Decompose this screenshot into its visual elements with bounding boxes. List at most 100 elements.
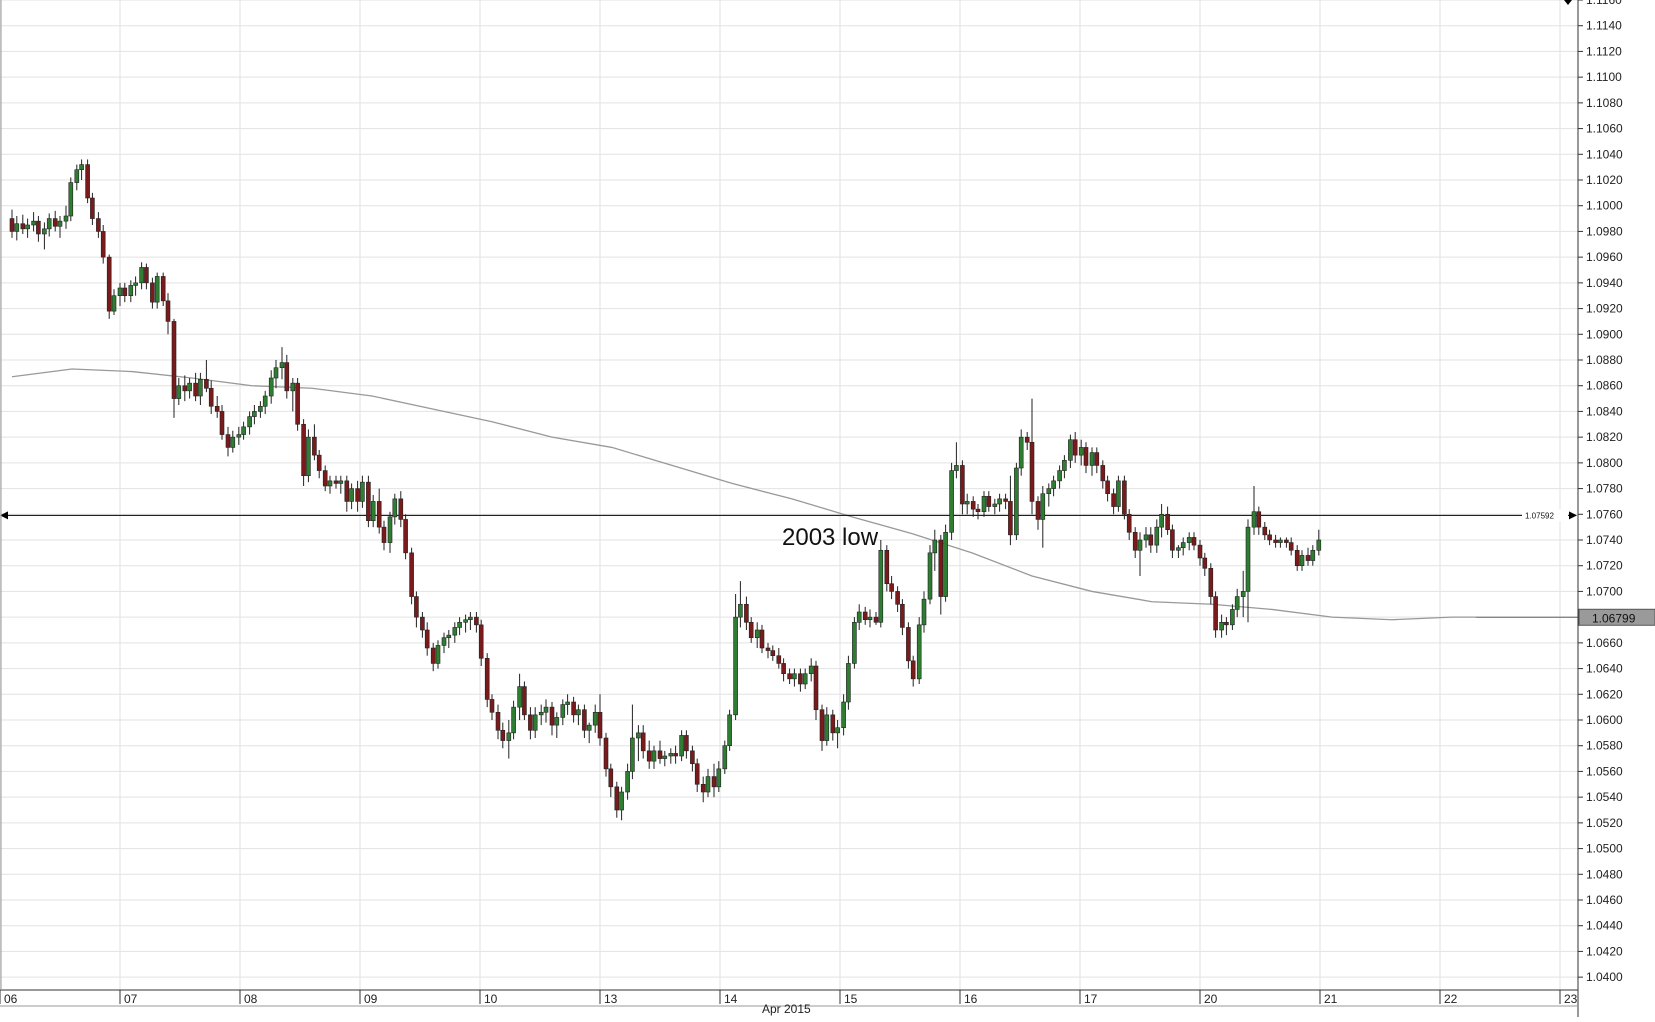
candle-down xyxy=(1267,534,1272,541)
candle-down xyxy=(813,665,819,711)
candle-up xyxy=(262,395,268,407)
candle-down xyxy=(1029,441,1035,502)
candle-up xyxy=(79,164,84,171)
current-price-tag xyxy=(1578,608,1655,626)
candle-up xyxy=(560,704,566,718)
candle-down xyxy=(603,737,609,770)
candle-up xyxy=(1234,596,1240,610)
candle-up xyxy=(705,776,711,793)
candle-down xyxy=(165,300,171,322)
candle-up xyxy=(733,616,738,716)
candle-down xyxy=(182,385,188,392)
candle-up xyxy=(1219,621,1224,631)
y-tick-label: 1.0780 xyxy=(1586,482,1623,496)
candle-up xyxy=(808,665,814,675)
candle-down xyxy=(759,629,765,649)
candle-up xyxy=(111,295,117,312)
candle-up xyxy=(517,686,522,708)
candle-down xyxy=(106,256,112,312)
candle-down xyxy=(1148,534,1154,546)
y-tick-label: 1.0520 xyxy=(1586,816,1623,830)
candle-down xyxy=(1262,526,1268,536)
candle-up xyxy=(543,706,549,713)
candle-up xyxy=(128,285,134,297)
level-line-group: 1.07592 xyxy=(0,509,1577,522)
candle-up xyxy=(42,228,47,235)
candle-up xyxy=(1245,526,1251,592)
candle-down xyxy=(1035,501,1041,520)
candle-down xyxy=(36,220,41,235)
candle-down xyxy=(1191,537,1197,546)
candle-up xyxy=(878,549,884,623)
candle-up xyxy=(1299,555,1305,567)
candle-up xyxy=(511,706,516,734)
candle-up xyxy=(154,276,160,303)
y-tick-label: 1.0840 xyxy=(1586,404,1623,418)
y-tick-label: 1.0820 xyxy=(1586,430,1623,444)
candle-up xyxy=(1316,539,1322,551)
candle-up xyxy=(852,621,857,664)
candle-up xyxy=(722,745,728,770)
x-tick-label: 09 xyxy=(364,992,378,1006)
x-tick-label: 20 xyxy=(1204,992,1218,1006)
candle-up xyxy=(1040,493,1046,520)
candle-down xyxy=(1003,498,1008,502)
candle-up xyxy=(31,220,36,226)
x-tick-label: 10 xyxy=(484,992,498,1006)
candle-up xyxy=(981,495,987,513)
candle-down xyxy=(1122,480,1127,515)
candle-down xyxy=(295,382,300,425)
candle-up xyxy=(992,503,998,507)
candle-up xyxy=(198,378,203,397)
candle-down xyxy=(884,549,890,585)
candle-down xyxy=(1256,511,1262,528)
candle-down xyxy=(684,735,689,752)
candle-down xyxy=(1165,513,1170,531)
candle-up xyxy=(1014,467,1019,536)
x-tick-label: 07 xyxy=(124,992,138,1006)
candle-down xyxy=(214,405,220,412)
candle-down xyxy=(895,591,900,605)
candle-down xyxy=(549,706,555,726)
candle-down xyxy=(150,282,155,303)
candle-down xyxy=(748,621,754,639)
candle-down xyxy=(96,218,101,232)
candle-up xyxy=(241,426,246,435)
candle-down xyxy=(414,596,419,618)
candle-up xyxy=(565,701,570,705)
candle-down xyxy=(1083,447,1089,466)
x-tick-label: 13 xyxy=(604,992,618,1006)
candle-up xyxy=(14,223,20,232)
candle-down xyxy=(333,480,339,484)
candle-up xyxy=(846,663,851,703)
y-tick-label: 1.0540 xyxy=(1586,790,1623,804)
candle-down xyxy=(970,501,976,510)
candle-down xyxy=(85,164,90,199)
candle-down xyxy=(910,660,916,680)
candle-up xyxy=(964,501,970,505)
candle-up xyxy=(592,711,598,726)
candle-down xyxy=(204,378,209,389)
candle-up xyxy=(370,501,376,522)
y-tick-label: 1.1080 xyxy=(1586,96,1623,110)
candle-up xyxy=(290,382,296,392)
candle-up xyxy=(349,488,354,502)
candle-up xyxy=(954,465,959,471)
candle-up xyxy=(1310,549,1316,561)
candle-down xyxy=(1224,621,1229,626)
candle-up xyxy=(252,411,257,417)
y-tick-label: 1.0800 xyxy=(1586,456,1623,470)
candle-up xyxy=(1051,480,1056,489)
candle-up xyxy=(1240,591,1246,597)
candle-up xyxy=(446,634,452,639)
candle-up xyxy=(625,771,630,793)
candle-down xyxy=(608,768,614,788)
y-tick-label: 1.0440 xyxy=(1586,919,1623,933)
candle-up xyxy=(1143,534,1149,541)
candle-up xyxy=(1089,452,1095,466)
candle-up xyxy=(176,385,182,399)
y-tick-label: 1.0480 xyxy=(1586,867,1623,881)
candle-up xyxy=(1046,488,1052,495)
candle-down xyxy=(889,583,894,592)
candle-up xyxy=(1116,480,1121,507)
